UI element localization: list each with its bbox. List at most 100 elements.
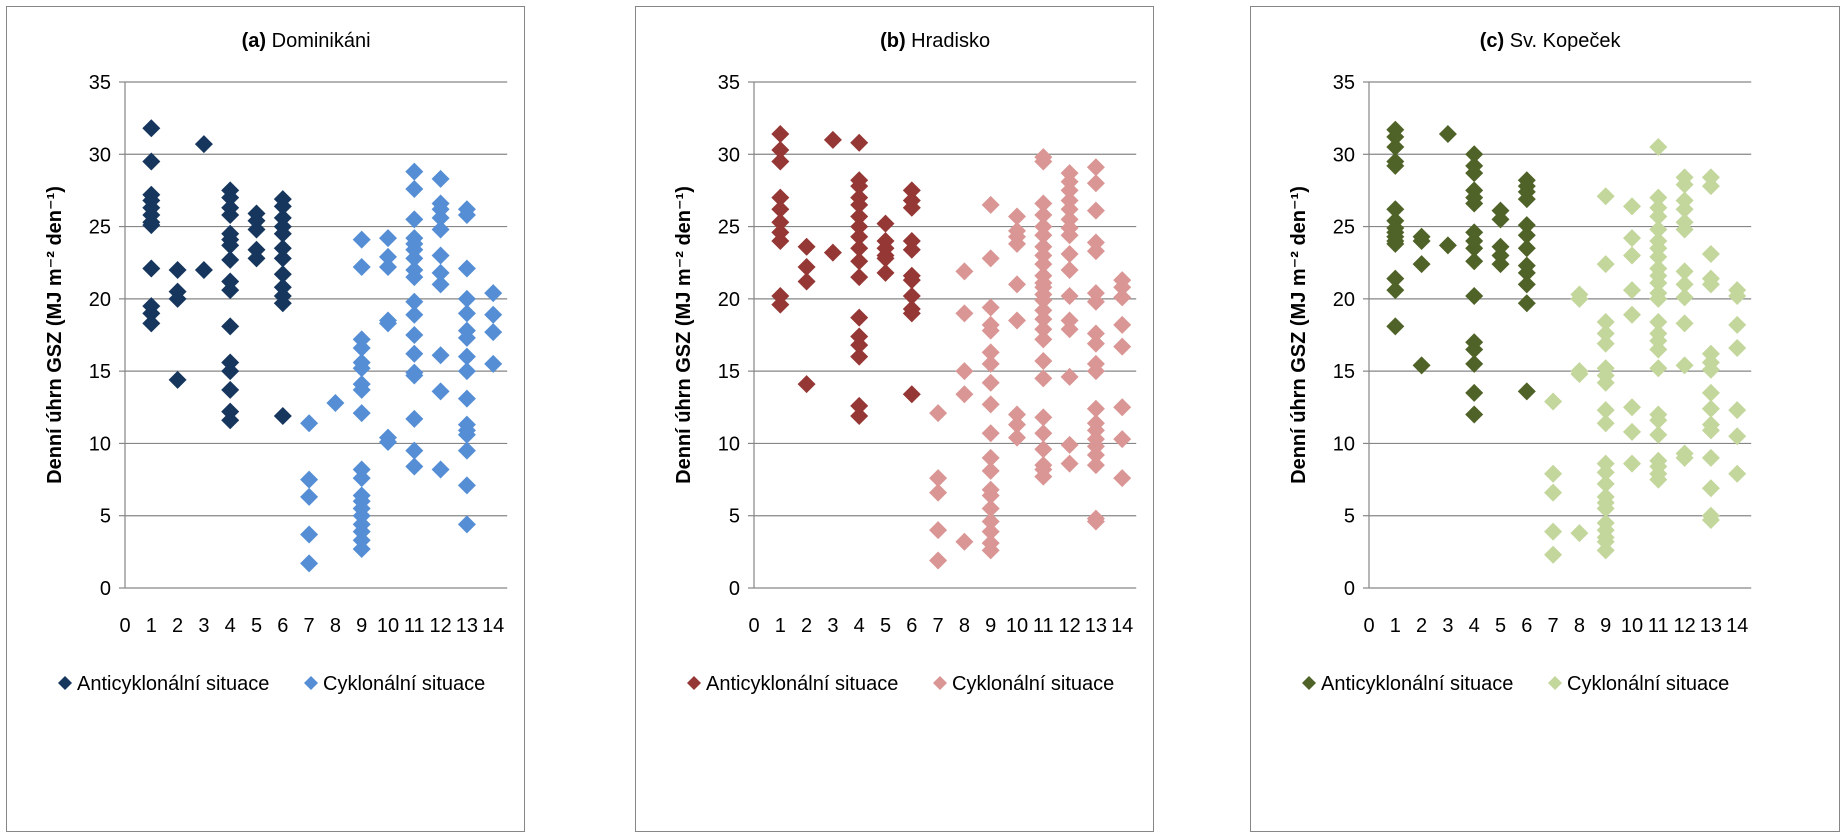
data-point-cyclonic <box>1060 435 1079 454</box>
data-point-cyclonic <box>955 532 974 551</box>
data-point-cyclonic <box>1701 177 1720 196</box>
x-tick-label: 2 <box>172 615 183 637</box>
data-point-cyclonic <box>955 362 974 381</box>
data-point-cyclonic <box>1649 340 1668 359</box>
data-point-cyclonic <box>1034 424 1053 443</box>
data-point-cyclonic <box>1086 456 1105 475</box>
data-point-cyclonic <box>352 258 371 277</box>
data-point-cyclonic <box>405 366 424 385</box>
data-point-cyclonic <box>1649 207 1668 226</box>
data-point-cyclonic <box>981 354 1000 373</box>
data-point-cyclonic <box>1623 398 1641 417</box>
data-point-cyclonic <box>352 339 371 358</box>
data-point-anticyclonic <box>1517 216 1536 235</box>
data-point-anticyclonic <box>850 195 869 214</box>
y-tick-label: 30 <box>1333 144 1355 166</box>
data-point-anticyclonic <box>823 130 842 149</box>
data-point-cyclonic <box>1623 422 1641 441</box>
y-tick-label: 10 <box>1333 433 1355 455</box>
y-tick-label: 35 <box>718 72 740 94</box>
data-point-cyclonic <box>981 249 1000 268</box>
data-point-anticyclonic <box>1517 382 1536 401</box>
data-point-anticyclonic <box>902 286 921 305</box>
data-point-anticyclonic <box>850 207 869 226</box>
data-point-anticyclonic <box>902 385 921 404</box>
data-point-anticyclonic <box>1438 125 1457 144</box>
legend-marker <box>58 676 72 690</box>
data-point-cyclonic <box>1701 383 1720 402</box>
data-point-cyclonic <box>1034 226 1053 245</box>
data-point-cyclonic <box>1675 288 1694 307</box>
data-point-anticyclonic <box>1517 190 1536 209</box>
data-point-anticyclonic <box>850 252 869 271</box>
data-point-anticyclonic <box>168 289 187 308</box>
data-point-cyclonic <box>1060 260 1079 279</box>
data-point-cyclonic <box>981 298 1000 317</box>
data-point-cyclonic <box>1060 454 1079 473</box>
data-point-cyclonic <box>1728 286 1747 305</box>
data-point-cyclonic <box>1623 281 1641 300</box>
data-point-anticyclonic <box>771 200 790 219</box>
data-point-anticyclonic <box>1491 255 1510 274</box>
data-point-cyclonic <box>1623 229 1641 248</box>
data-point-anticyclonic <box>823 243 842 262</box>
data-point-cyclonic <box>1596 255 1615 274</box>
data-point-anticyclonic <box>771 213 790 232</box>
data-point-cyclonic <box>1675 448 1694 467</box>
data-point-cyclonic <box>300 525 319 544</box>
data-point-anticyclonic <box>247 220 266 239</box>
data-point-anticyclonic <box>1491 210 1510 229</box>
data-point-cyclonic <box>1008 405 1026 424</box>
x-tick-label: 7 <box>933 615 944 637</box>
data-point-cyclonic <box>1728 339 1747 358</box>
data-point-cyclonic <box>981 541 1000 560</box>
legend-marker <box>933 676 947 690</box>
x-tick-label: 1 <box>146 615 157 637</box>
data-point-cyclonic <box>405 457 424 476</box>
chart-title: (a) Dominikáni <box>242 30 371 52</box>
y-tick-label: 20 <box>1333 289 1355 311</box>
data-point-cyclonic <box>484 284 503 303</box>
data-point-cyclonic <box>352 404 371 423</box>
data-point-anticyclonic <box>1465 145 1484 164</box>
data-point-cyclonic <box>405 210 424 229</box>
chart-panel-dominikani: (a) Dominikáni 0 5 10 15 20 25 30 35 0 1 2 3 4 5 6 7 8 9 10… <box>6 6 525 832</box>
data-point-anticyclonic <box>1517 226 1536 245</box>
data-point-cyclonic <box>431 169 450 188</box>
data-point-cyclonic <box>1034 310 1053 329</box>
data-point-anticyclonic <box>850 268 869 287</box>
chart-title: (c) Sv. Kopeček <box>1480 30 1622 52</box>
data-point-anticyclonic <box>850 336 869 355</box>
data-point-cyclonic <box>431 208 450 227</box>
data-point-cyclonic <box>405 268 424 287</box>
x-tick-label: 2 <box>801 615 812 637</box>
data-point-cyclonic <box>1086 362 1105 381</box>
data-point-cyclonic <box>1649 289 1668 308</box>
data-point-cyclonic <box>1113 315 1132 334</box>
data-point-cyclonic <box>1649 220 1668 239</box>
y-tick-label: 25 <box>89 217 111 239</box>
data-point-cyclonic <box>379 229 397 248</box>
y-axis-label: Denní úhrn GSZ (MJ m⁻² den⁻¹) <box>44 186 66 484</box>
data-point-cyclonic <box>1034 467 1053 486</box>
data-point-anticyclonic <box>771 295 790 314</box>
data-point-anticyclonic <box>168 370 187 389</box>
data-point-cyclonic <box>405 409 424 428</box>
data-point-cyclonic <box>484 323 503 342</box>
x-tick-label: 10 <box>1006 615 1028 637</box>
data-point-cyclonic <box>1596 324 1615 343</box>
data-point-cyclonic <box>1649 411 1668 430</box>
data-point-cyclonic <box>1113 430 1132 449</box>
data-point-cyclonic <box>1675 275 1694 294</box>
data-point-anticyclonic <box>1465 164 1484 183</box>
data-point-cyclonic <box>1034 194 1053 213</box>
data-point-cyclonic <box>1086 158 1105 177</box>
data-point-anticyclonic <box>1465 194 1484 213</box>
data-point-anticyclonic <box>1517 263 1536 282</box>
data-point-cyclonic <box>1544 545 1563 564</box>
data-point-anticyclonic <box>1465 340 1484 359</box>
data-point-cyclonic <box>981 512 1000 531</box>
x-tick-label: 2 <box>1416 615 1427 637</box>
